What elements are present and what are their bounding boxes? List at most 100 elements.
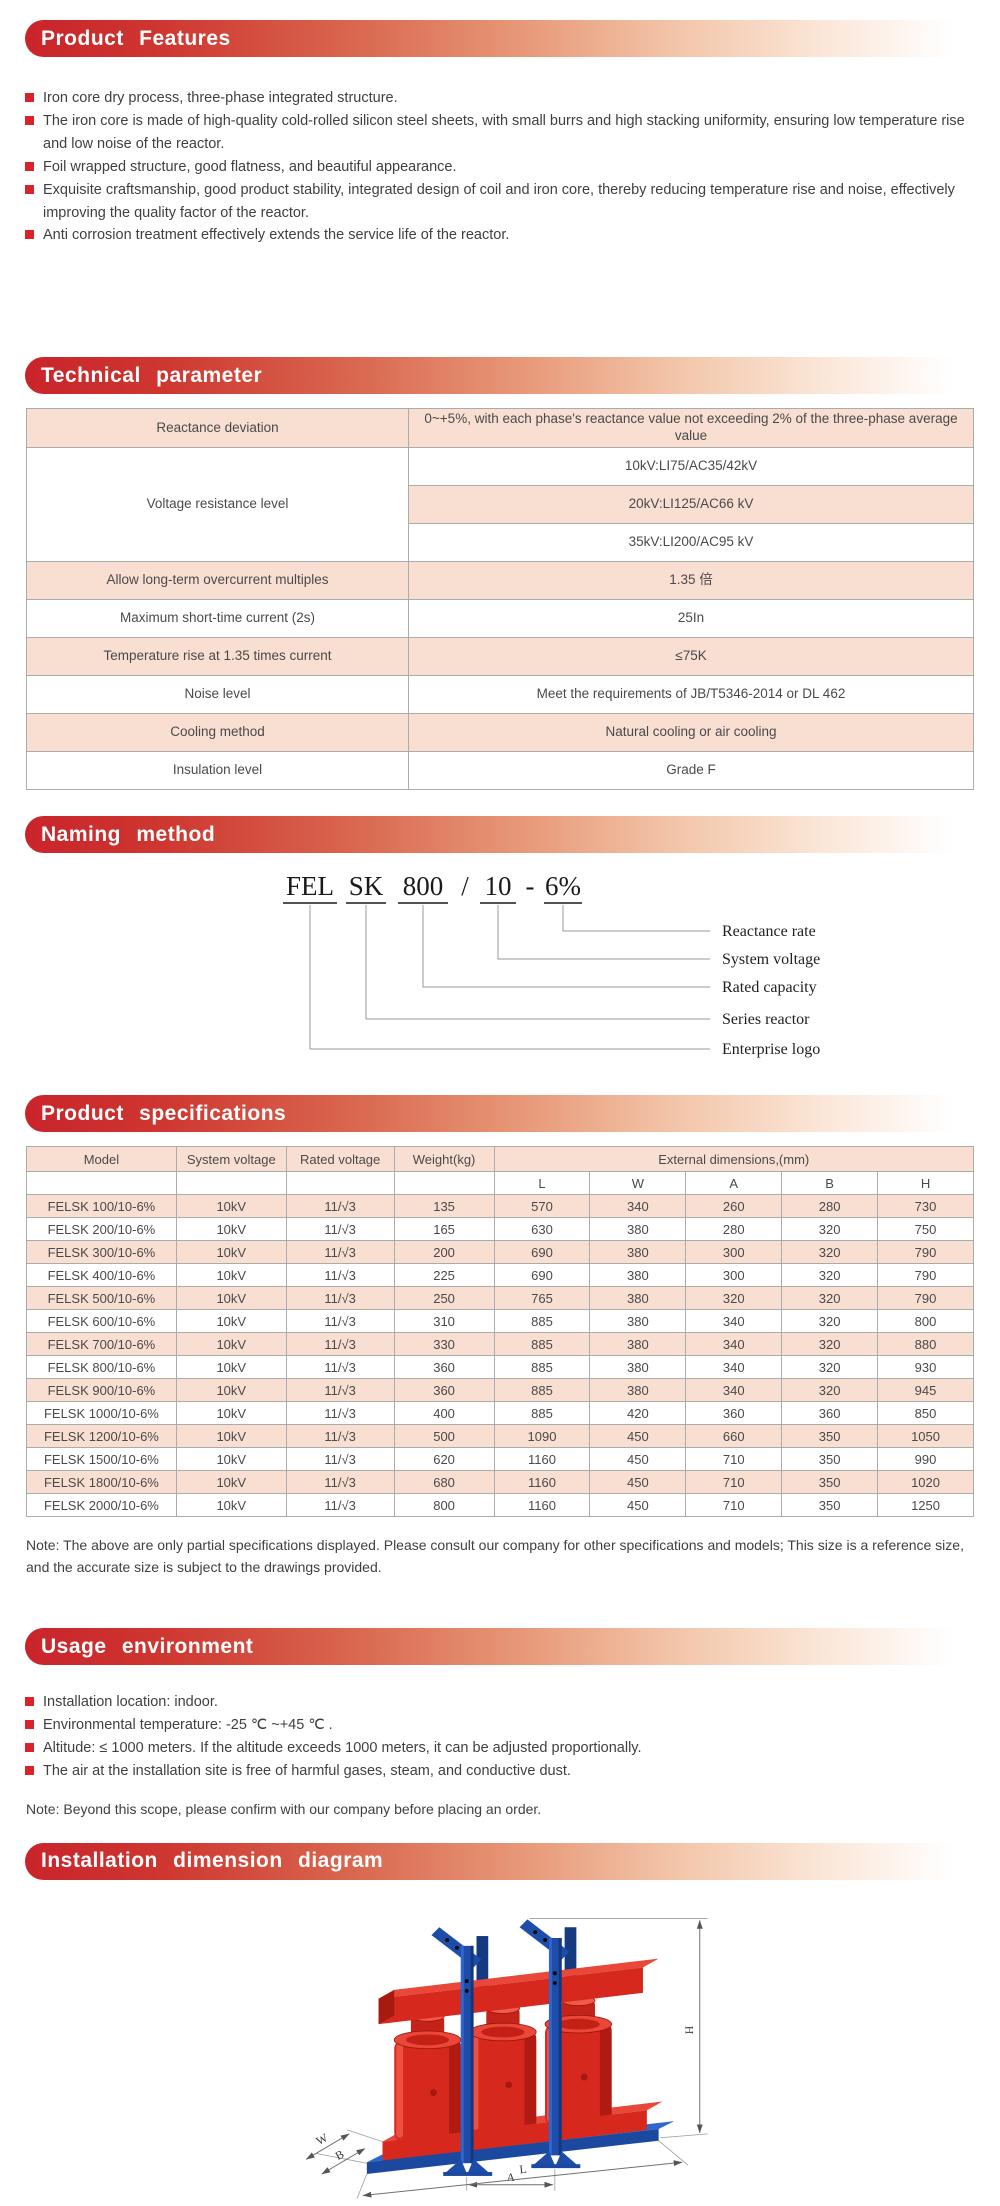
- spec-row: FELSK 2000/10-6% 10kV 11/√3 800 1160 450 710 35…: [26, 1493, 974, 1518]
- spec-cell: 350: [781, 1447, 879, 1472]
- spec-cell: 450: [589, 1447, 687, 1472]
- spec-cell: 380: [589, 1309, 687, 1334]
- spec-cell: FELSK 1200/10-6%: [26, 1424, 177, 1449]
- square-bullet-icon: [25, 184, 34, 194]
- spec-cell: 1020: [877, 1470, 974, 1495]
- table-row: 20kV:LI125/AC66 kV: [27, 485, 974, 525]
- tech-label-cell: Cooling method: [26, 713, 409, 753]
- top-yoke-beam: [378, 1958, 659, 2024]
- column-header: B: [781, 1171, 879, 1196]
- spec-cell: 10kV: [175, 1424, 287, 1449]
- column-header: H: [877, 1171, 974, 1196]
- tech-value-cell: ≤75K: [408, 637, 974, 677]
- table-row: Voltage resistance level 10kV:LI75/AC35/…: [26, 447, 974, 563]
- column-header: System voltage: [175, 1146, 287, 1173]
- tech-label-cell: Voltage resistance level: [26, 447, 409, 563]
- spec-cell: 11/√3: [285, 1401, 395, 1426]
- spec-cell: 885: [493, 1378, 591, 1403]
- dimension-label-l: L: [519, 2162, 528, 2176]
- section-banner-product-features: Product Features: [25, 20, 992, 57]
- spec-cell: FELSK 300/10-6%: [26, 1240, 177, 1265]
- column-header: Model: [26, 1146, 177, 1173]
- code-part: -: [526, 871, 535, 901]
- code-part: 6%: [545, 871, 581, 901]
- list-item: Exquisite craftsmanship, good product st…: [25, 179, 975, 225]
- spec-cell: 1250: [877, 1493, 974, 1518]
- spec-cell: 320: [781, 1240, 879, 1265]
- section-banner-technical-parameter: Technical parameter: [25, 357, 992, 395]
- tech-value-cell: 1.35 倍: [408, 561, 974, 601]
- usage-note: Note: Beyond this scope, please confirm …: [26, 1801, 542, 1818]
- spec-cell: 790: [877, 1263, 974, 1288]
- feature-text: Foil wrapped structure, good flatness, a…: [43, 158, 457, 175]
- features-list: Iron core dry process, three-phase integ…: [25, 87, 975, 247]
- spec-cell: 260: [685, 1194, 783, 1219]
- spec-cell: 360: [685, 1401, 783, 1426]
- spec-cell: 885: [493, 1332, 591, 1357]
- spec-cell: FELSK 200/10-6%: [26, 1217, 177, 1242]
- spec-cell: 11/√3: [285, 1424, 395, 1449]
- naming-labels: Reactance rate System voltage Rated capa…: [722, 923, 820, 1058]
- section-banner-installation-diagram: Installation dimension diagram: [25, 1842, 992, 1880]
- spec-cell: 990: [877, 1447, 974, 1472]
- spec-cell: 710: [685, 1493, 783, 1518]
- spec-row: FELSK 300/10-6% 10kV 11/√3 200 690 380 300 320 7…: [26, 1240, 974, 1265]
- spec-cell: FELSK 1800/10-6%: [26, 1470, 177, 1495]
- column-header: L: [493, 1171, 591, 1196]
- spec-row: FELSK 700/10-6% 10kV 11/√3 330 885 380 340 320 8…: [26, 1332, 974, 1357]
- table-row: Insulation level Grade F: [26, 751, 974, 791]
- usage-text: The air at the installation site is free…: [43, 1763, 571, 1780]
- spec-cell: FELSK 1500/10-6%: [26, 1447, 177, 1472]
- spec-cell: 1090: [493, 1424, 591, 1449]
- spec-cell: 320: [781, 1263, 879, 1288]
- list-item: Installation location: indoor.: [25, 1691, 975, 1714]
- spec-cell: FELSK 700/10-6%: [26, 1332, 177, 1357]
- section-title: Product specifications: [41, 1101, 287, 1125]
- spec-cell: 11/√3: [285, 1470, 395, 1495]
- table-row: 35kV:LI200/AC95 kV: [27, 523, 974, 563]
- spec-cell: 380: [589, 1240, 687, 1265]
- section-banner-naming-method: Naming method: [25, 816, 992, 854]
- spec-cell: 750: [877, 1217, 974, 1242]
- table-row: Allow long-term overcurrent multiples 1.…: [26, 561, 974, 601]
- tech-value-cell: 25In: [408, 599, 974, 639]
- spec-cell: 360: [393, 1355, 495, 1380]
- list-item: Anti corrosion treatment effectively ext…: [25, 224, 975, 247]
- square-bullet-icon: [25, 93, 34, 102]
- spec-cell: 350: [781, 1424, 879, 1449]
- dimension-label-h: H: [683, 2025, 696, 2034]
- empty-header-cell: [393, 1171, 495, 1196]
- list-item: Foil wrapped structure, good flatness, a…: [25, 156, 975, 179]
- table-row: Noise level Meet the requirements of JB/…: [26, 675, 974, 715]
- spec-row: FELSK 100/10-6% 10kV 11/√3 135 570 340 260 280 7…: [26, 1194, 974, 1219]
- tech-label-cell: Noise level: [26, 675, 409, 715]
- spec-cell: 660: [685, 1424, 783, 1449]
- spec-cell: 300: [685, 1240, 783, 1265]
- spec-cell: 10kV: [175, 1470, 287, 1495]
- clamp-back-bars: [476, 1927, 577, 1991]
- code-part: /: [461, 871, 469, 901]
- tech-value-cell: Natural cooling or air cooling: [408, 713, 974, 753]
- spec-cell: 885: [493, 1401, 591, 1426]
- spec-cell: 10kV: [175, 1286, 287, 1311]
- spec-cell: 730: [877, 1194, 974, 1219]
- tech-value-cell: 10kV:LI75/AC35/42kV: [408, 447, 974, 487]
- square-bullet-icon: [25, 1720, 34, 1730]
- section-title: Installation dimension diagram: [41, 1849, 384, 1873]
- list-item: Environmental temperature: -25 ℃ ~+45 ℃ …: [25, 1714, 975, 1737]
- spec-cell: 11/√3: [285, 1378, 395, 1403]
- spec-cell: 885: [493, 1309, 591, 1334]
- spec-row: FELSK 600/10-6% 10kV 11/√3 310 885 380 340 320 8…: [26, 1309, 974, 1334]
- spec-cell: 10kV: [175, 1447, 287, 1472]
- list-item: The air at the installation site is free…: [25, 1760, 975, 1783]
- section-banner-product-specifications: Product specifications: [25, 1095, 992, 1133]
- naming-connector-lines: [309, 905, 710, 1050]
- spec-cell: 400: [393, 1401, 495, 1426]
- spec-cell: 450: [589, 1470, 687, 1495]
- spec-cell: 11/√3: [285, 1493, 395, 1518]
- spec-cell: 450: [589, 1493, 687, 1518]
- section-title: Technical parameter: [41, 363, 263, 387]
- spec-cell: 570: [493, 1194, 591, 1219]
- tech-value-cell: 0~+5%, with each phase's reactance value…: [408, 408, 974, 449]
- spec-note: Note: The above are only partial specifi…: [26, 1537, 964, 1575]
